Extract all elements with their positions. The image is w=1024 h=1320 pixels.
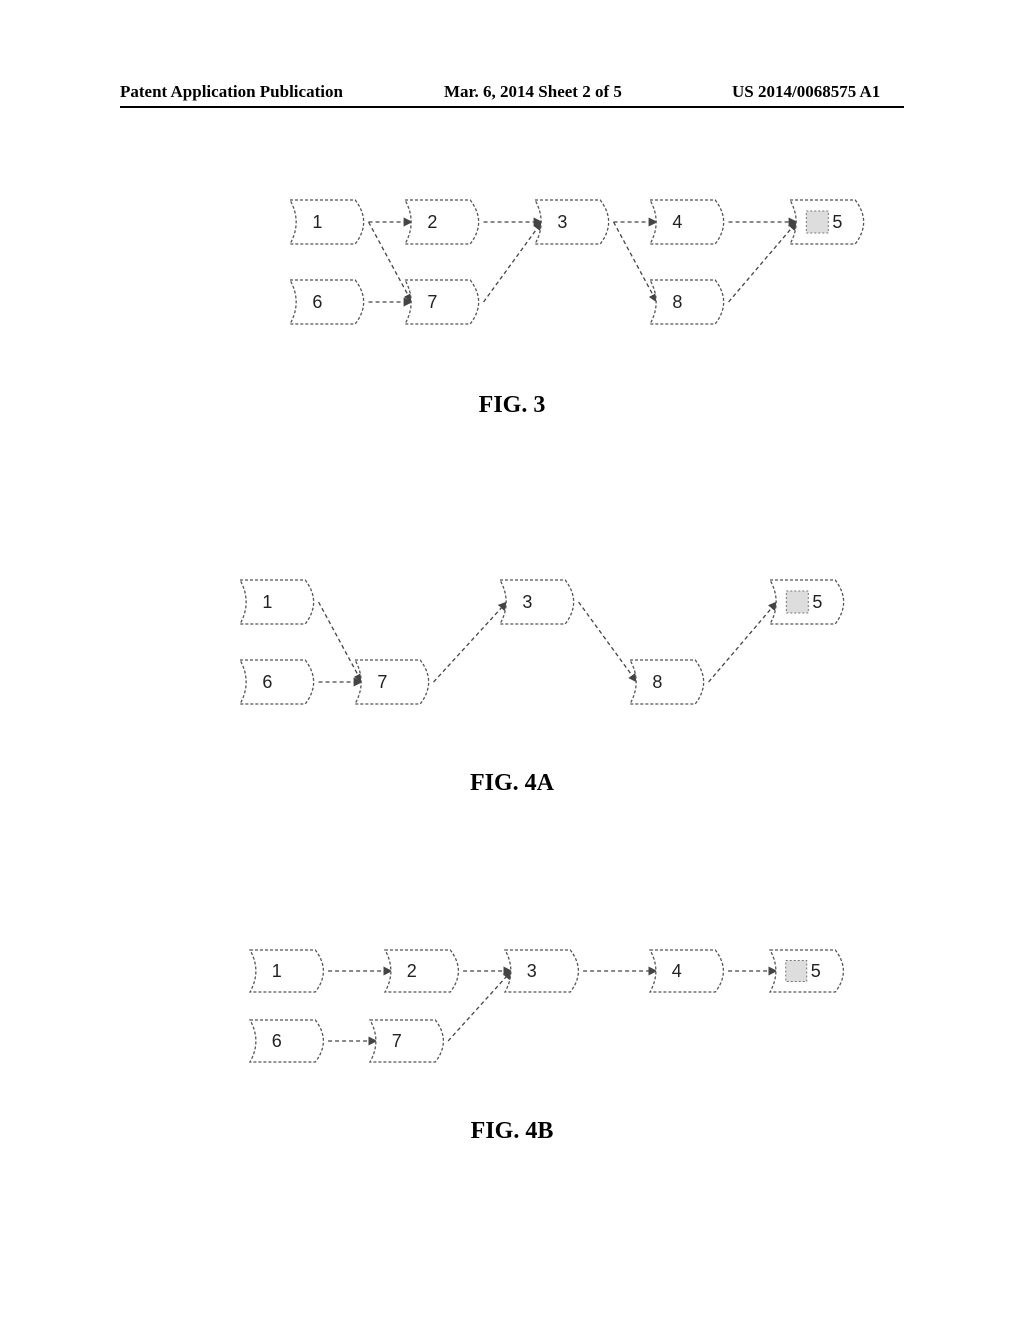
node-5-label: 5 (832, 212, 842, 232)
node-1-label: 1 (272, 961, 282, 981)
node-7-label: 7 (427, 292, 437, 312)
node-7: 7 (355, 660, 429, 704)
edge-n8-n5 (709, 602, 777, 682)
fig3-diagram: 1 2 3 4 5 6 7 8 (130, 170, 890, 350)
breakpoint-square-icon (786, 961, 807, 982)
node-2-label: 2 (407, 961, 417, 981)
node-7-label: 7 (377, 672, 387, 692)
node-2: 2 (385, 950, 458, 992)
breakpoint-square-icon (806, 211, 828, 233)
node-6-label: 6 (262, 672, 272, 692)
node-7: 7 (405, 280, 479, 324)
node-3: 3 (535, 200, 609, 244)
node-1: 1 (250, 950, 323, 992)
node-3-label: 3 (557, 212, 567, 232)
node-3-label: 3 (522, 592, 532, 612)
edge-n7-n3 (448, 971, 511, 1041)
node-7: 7 (370, 1020, 443, 1062)
header-date-sheet: Mar. 6, 2014 Sheet 2 of 5 (444, 82, 622, 102)
breakpoint-square-icon (786, 591, 808, 613)
node-3-label: 3 (527, 961, 537, 981)
node-4: 4 (650, 950, 723, 992)
node-8: 8 (650, 280, 724, 324)
node-2-label: 2 (427, 212, 437, 232)
node-1: 1 (240, 580, 314, 624)
node-8: 8 (630, 660, 704, 704)
fig4a-caption: FIG. 4A (0, 770, 1024, 797)
node-5-label: 5 (812, 592, 822, 612)
node-5: 5 (790, 200, 864, 244)
node-1-label: 1 (262, 592, 272, 612)
node-6-label: 6 (312, 292, 322, 312)
node-2: 2 (405, 200, 479, 244)
edge-n7-n3 (434, 602, 507, 682)
edge-n3-n8 (614, 222, 657, 302)
node-1: 1 (290, 200, 364, 244)
node-6: 6 (240, 660, 314, 704)
node-4-label: 4 (672, 961, 682, 981)
node-6: 6 (290, 280, 364, 324)
node-4-label: 4 (672, 212, 682, 232)
header-patent-no: US 2014/0068575 A1 (732, 82, 880, 102)
node-8-label: 8 (672, 292, 682, 312)
node-7-label: 7 (392, 1031, 402, 1051)
node-3: 3 (505, 950, 578, 992)
header-rule (120, 106, 904, 108)
fig3-caption: FIG. 3 (0, 392, 1024, 419)
node-4: 4 (650, 200, 724, 244)
edge-n7-n3 (484, 222, 542, 302)
node-5-label: 5 (811, 961, 821, 981)
node-3: 3 (500, 580, 574, 624)
edge-n1-n7 (319, 602, 362, 682)
edge-n3-n8 (579, 602, 637, 682)
node-5: 5 (770, 950, 843, 992)
node-8-label: 8 (652, 672, 662, 692)
node-6-label: 6 (272, 1031, 282, 1051)
fig4b-diagram: 1 2 3 4 5 6 7 (130, 920, 890, 1080)
patent-page: Patent Application Publication Mar. 6, 2… (0, 0, 1024, 1320)
node-1-label: 1 (312, 212, 322, 232)
node-6: 6 (250, 1020, 323, 1062)
edge-n8-n5 (729, 222, 797, 302)
fig4b-caption: FIG. 4B (0, 1118, 1024, 1145)
node-5: 5 (770, 580, 844, 624)
edge-n1-n7 (369, 222, 412, 302)
header-publication: Patent Application Publication (120, 82, 343, 102)
fig4a-diagram: 1 3 5 6 7 8 (130, 550, 890, 730)
